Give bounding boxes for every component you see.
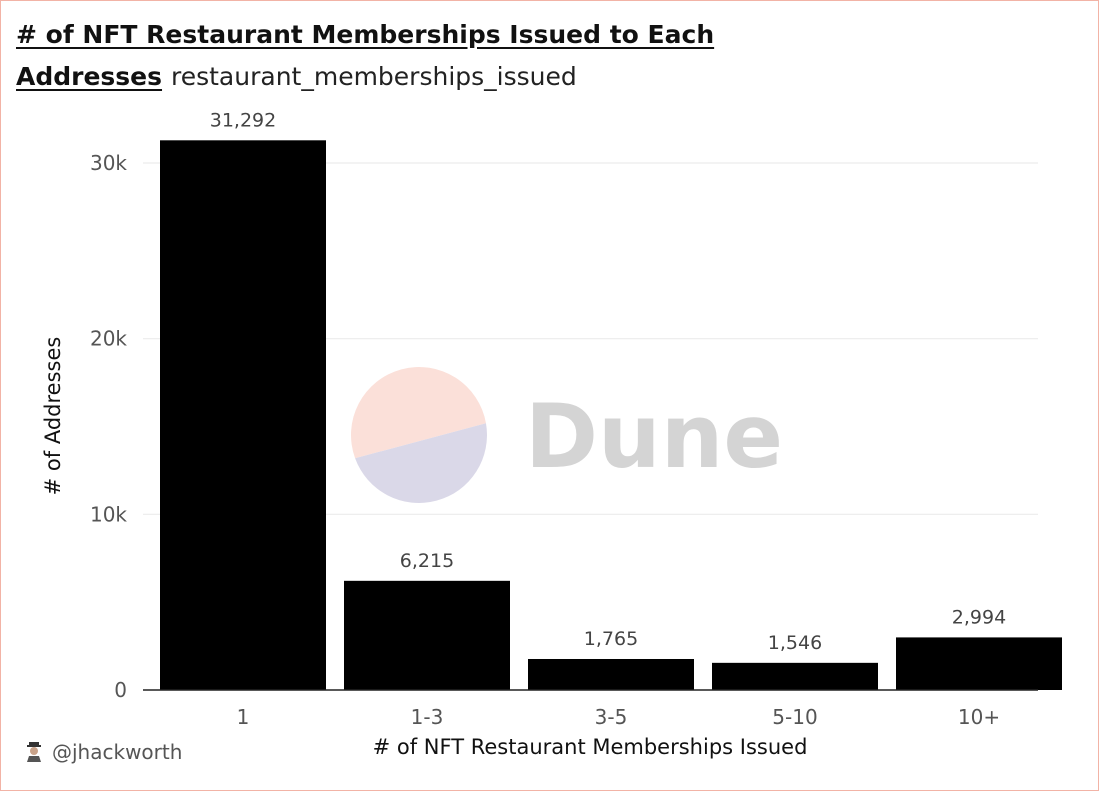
x-tick-label: 1-3 [411, 705, 444, 729]
avatar-icon [27, 742, 41, 762]
bar-5-10[interactable] [712, 662, 878, 690]
bar-1-3[interactable] [344, 580, 510, 690]
data-label: 1,765 [584, 628, 638, 650]
data-label: 6,215 [400, 550, 454, 572]
x-axis-ticks: 1 1-3 3-5 5-10 10+ [237, 705, 1000, 729]
data-labels: 31,292 6,215 1,765 1,546 2,994 [210, 109, 1006, 654]
data-label: 1,546 [768, 632, 822, 654]
x-axis-label: # of NFT Restaurant Memberships Issued [372, 735, 808, 759]
bar-1[interactable] [160, 140, 326, 691]
data-label: 31,292 [210, 109, 276, 131]
y-axis-ticks: 0 10k 20k 30k [90, 151, 127, 702]
bar-10+[interactable] [896, 637, 1062, 690]
chart-title-continued[interactable]: Addresses [16, 62, 163, 91]
chart-title[interactable]: # of NFT Restaurant Memberships Issued t… [16, 20, 715, 49]
y-axis-label: # of Addresses [41, 336, 65, 496]
bars [160, 140, 1062, 691]
x-tick-label: 5-10 [772, 705, 817, 729]
bar-3-5[interactable] [528, 658, 694, 690]
y-tick-label: 20k [90, 327, 127, 351]
dune-watermark: Dune [351, 367, 783, 504]
data-label: 2,994 [952, 606, 1006, 628]
x-tick-label: 3-5 [595, 705, 628, 729]
y-tick-label: 10k [90, 502, 127, 526]
attribution[interactable]: @jhackworth [24, 740, 182, 764]
y-tick-label: 30k [90, 151, 127, 175]
dune-logo-icon [351, 367, 487, 504]
watermark-text: Dune [525, 385, 783, 488]
y-tick-label: 0 [114, 678, 127, 702]
x-tick-label: 10+ [958, 705, 1000, 729]
query-name: restaurant_memberships_issued [171, 62, 577, 91]
author-handle[interactable]: @jhackworth [52, 740, 183, 764]
x-tick-label: 1 [237, 705, 250, 729]
